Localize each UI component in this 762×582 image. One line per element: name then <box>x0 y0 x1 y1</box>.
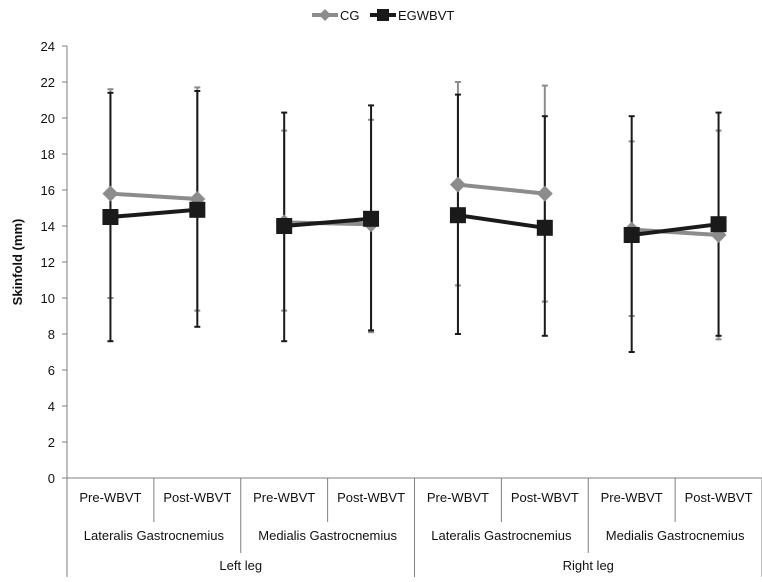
series-line-egwbvt <box>629 222 721 237</box>
y-tick-label: 18 <box>41 147 55 162</box>
y-tick-label: 16 <box>41 183 55 198</box>
y-tick-label: 20 <box>41 111 55 126</box>
x-group-label: Medialis Gastrocnemius <box>606 528 745 543</box>
y-tick-label: 14 <box>41 219 55 234</box>
x-tick-label: Post-WBVT <box>163 490 231 505</box>
marker-cg <box>449 176 466 193</box>
legend-marker-egwbvt <box>377 9 389 21</box>
x-tick-label: Post-WBVT <box>511 490 579 505</box>
x-tick-label: Pre-WBVT <box>427 490 489 505</box>
legend-label-cg: CG <box>340 8 360 23</box>
y-tick-label: 2 <box>48 435 55 450</box>
series-markers <box>102 176 727 243</box>
marker-egwbvt <box>536 219 553 236</box>
x-tick-label: Pre-WBVT <box>601 490 663 505</box>
series-line-egwbvt <box>282 216 374 228</box>
series-line-cg <box>108 191 200 201</box>
y-tick-label: 0 <box>48 471 55 486</box>
marker-egwbvt <box>102 209 119 225</box>
marker-egwbvt <box>363 210 380 227</box>
legend-label-egwbvt: EGWBVT <box>398 8 454 23</box>
series-line-egwbvt <box>108 207 200 219</box>
y-axis-label: Skinfold (mm) <box>10 219 25 306</box>
y-tick-label: 6 <box>48 363 55 378</box>
marker-egwbvt <box>623 227 640 243</box>
series-line-egwbvt <box>455 213 547 230</box>
marker-egwbvt <box>189 201 206 218</box>
marker-cg <box>536 185 553 202</box>
y-tick-label: 24 <box>41 39 55 54</box>
y-tick-label: 8 <box>48 327 55 342</box>
marker-egwbvt <box>276 218 293 234</box>
x-group-label: Medialis Gastrocnemius <box>258 528 397 543</box>
series-line-cg <box>455 182 547 196</box>
y-tick-label: 12 <box>41 255 55 270</box>
x-tick-label: Pre-WBVT <box>253 490 315 505</box>
x-leg-label: Left leg <box>219 558 262 573</box>
x-tick-label: Post-WBVT <box>337 490 405 505</box>
marker-egwbvt <box>710 216 727 233</box>
marker-egwbvt <box>449 207 466 224</box>
y-tick-label: 10 <box>41 291 55 306</box>
legend-marker-cg <box>319 9 331 21</box>
x-tick-label: Post-WBVT <box>685 490 753 505</box>
x-group-label: Lateralis Gastrocnemius <box>84 528 225 543</box>
x-leg-label: Right leg <box>563 558 614 573</box>
y-tick-label: 4 <box>48 399 55 414</box>
legend: CG EGWBVT <box>312 8 454 23</box>
series-lines <box>108 182 721 237</box>
x-group-label: Lateralis Gastrocnemius <box>431 528 572 543</box>
y-tick-label: 22 <box>41 75 55 90</box>
x-tick-label: Pre-WBVT <box>79 490 141 505</box>
series-line-cg <box>629 227 721 237</box>
marker-cg <box>102 185 119 202</box>
